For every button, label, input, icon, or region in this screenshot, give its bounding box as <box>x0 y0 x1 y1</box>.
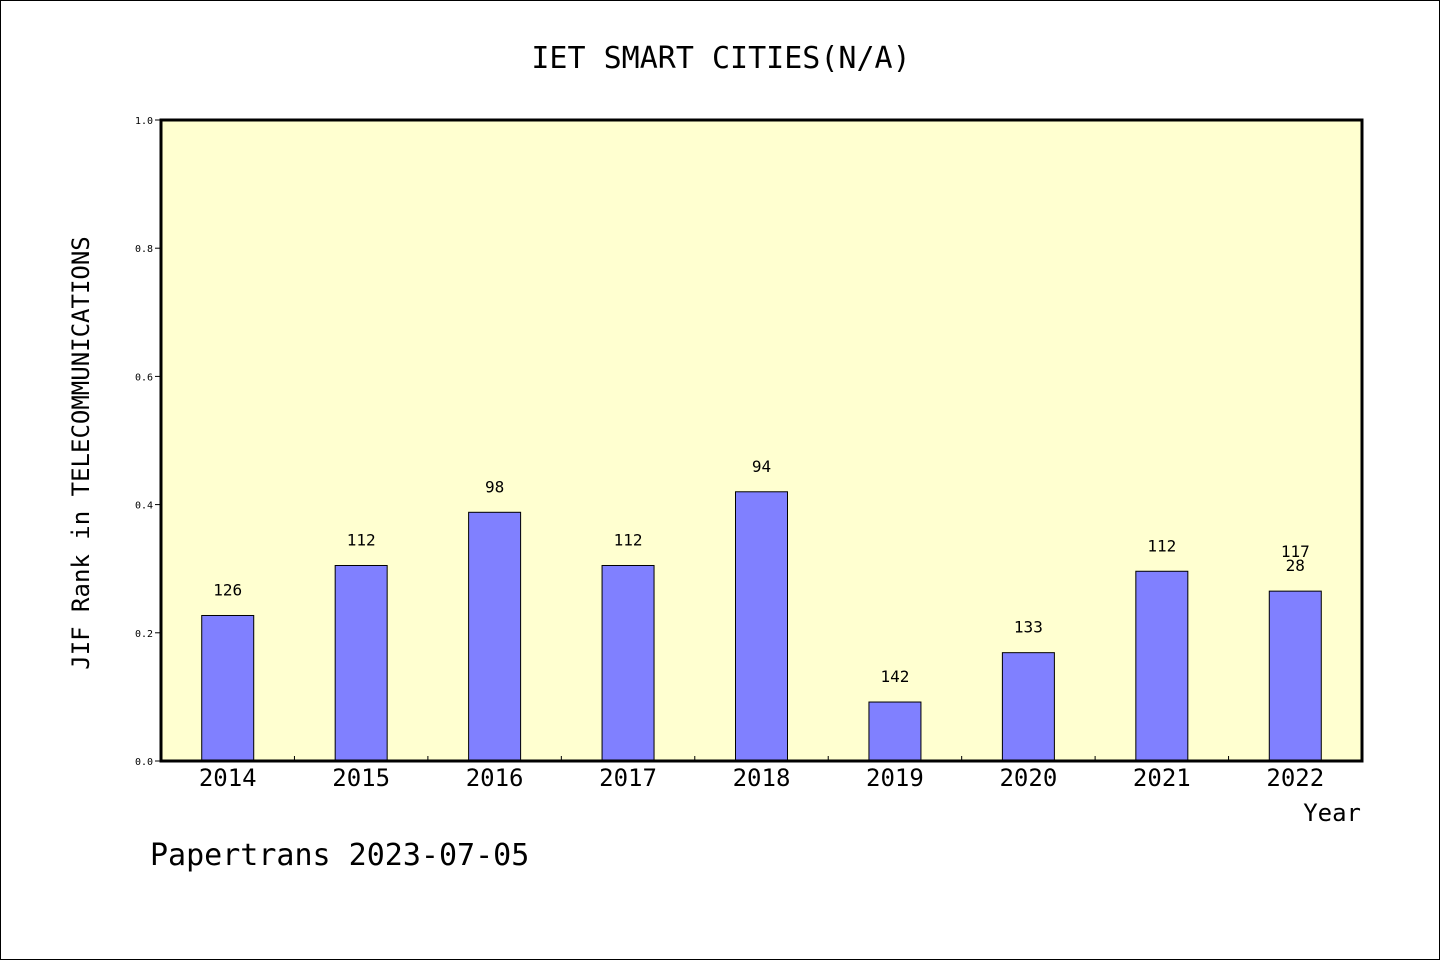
y-tick-label: 0.2 <box>135 629 153 640</box>
bar-2018 <box>735 491 788 762</box>
bar-rank-label: 142 <box>880 667 909 686</box>
bar-rank-label: 112 <box>614 530 643 549</box>
bar-rank-label: 28 <box>1286 556 1305 575</box>
y-tick-label: 0.8 <box>135 244 153 255</box>
bar-rank-label: 94 <box>752 457 771 476</box>
bar-2017 <box>601 564 655 762</box>
y-tick-label: 0.6 <box>135 372 153 383</box>
x-tick-label: 2019 <box>866 764 924 792</box>
y-axis-ticks: 0.0 0.2 0.4 0.6 0.8 1.0 <box>135 116 161 768</box>
bar-rank-label: 112 <box>347 530 376 549</box>
bar-2016 <box>468 511 522 762</box>
x-tick-label: 2021 <box>1133 764 1191 792</box>
x-tick-label: 2016 <box>466 764 524 792</box>
x-axis-ticks: 2014 2015 2016 2017 2018 2019 2020 2021 2022 <box>199 756 1324 792</box>
bar-rank-label: 126 <box>213 580 242 599</box>
footer-text: Papertrans 2023-07-05 <box>150 838 529 873</box>
chart-title: IET SMART CITIES(N/A) <box>531 41 910 76</box>
bar-2021 <box>1135 570 1189 762</box>
y-tick-label: 1.0 <box>135 116 153 127</box>
plot-border <box>159 118 1364 763</box>
x-tick-label: 2022 <box>1266 764 1324 792</box>
bar-2020 <box>1001 652 1055 762</box>
bar-2014 <box>201 614 255 762</box>
y-axis-label: JIF Rank in TELECOMMUNICATIONS <box>67 236 95 669</box>
bar-2019 <box>868 701 922 762</box>
bar-rank-label: 98 <box>485 477 504 496</box>
x-tick-label: 2020 <box>999 764 1057 792</box>
y-tick-label: 0.4 <box>135 501 153 512</box>
x-tick-label: 2017 <box>599 764 657 792</box>
x-tick-label: 2018 <box>733 764 791 792</box>
y-tick-label: 0.0 <box>135 757 153 768</box>
x-axis-label: Year <box>1303 799 1361 827</box>
x-tick-label: 2015 <box>332 764 390 792</box>
bar-rank-label: 112 <box>1147 536 1176 555</box>
bar-rank-label: 133 <box>1014 618 1043 637</box>
bar-2022 <box>1268 590 1322 762</box>
x-tick-label: 2014 <box>199 764 257 792</box>
bar-rank-label: 117 <box>1281 542 1310 561</box>
bar-2015 <box>334 564 388 762</box>
